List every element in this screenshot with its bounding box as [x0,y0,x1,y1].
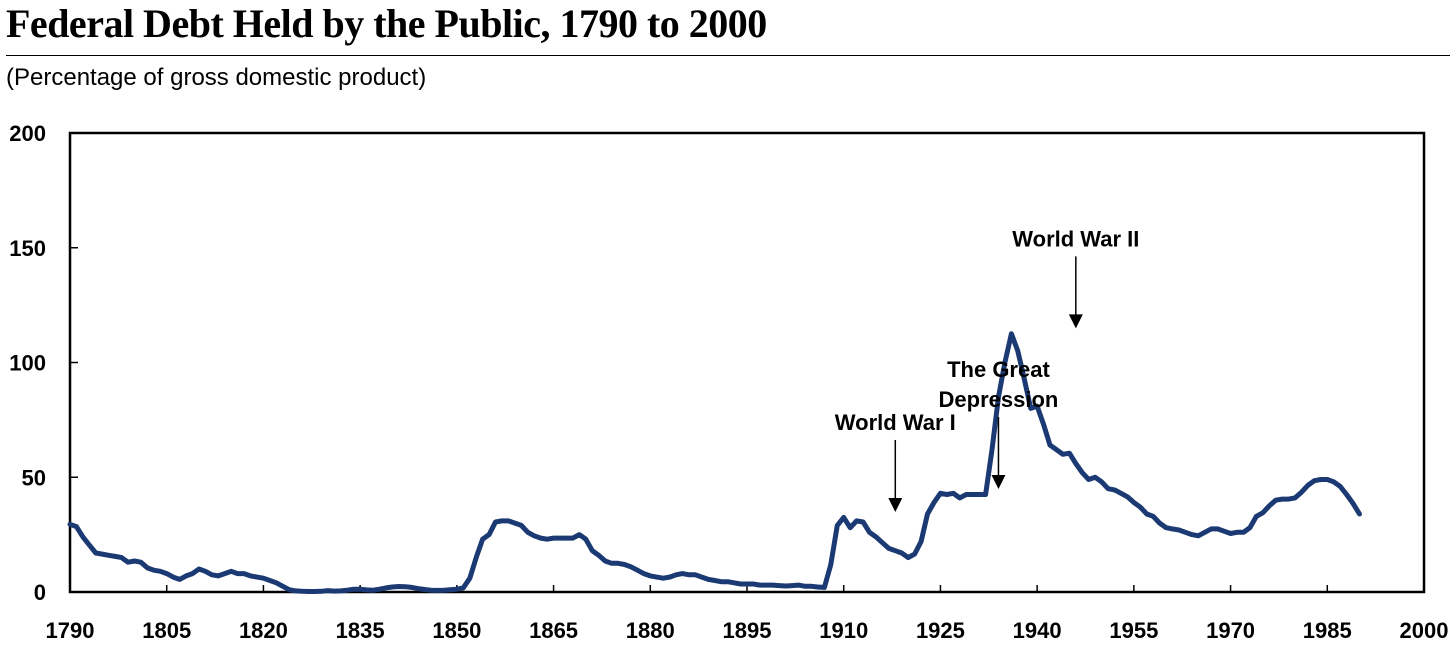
x-tick-label: 1985 [1303,618,1352,643]
annotation-arrowhead [888,497,903,512]
x-tick-label: 1910 [819,618,868,643]
x-tick-label: 1895 [723,618,772,643]
x-tick-label: 1970 [1206,618,1255,643]
y-axis: 0 50 100 150 200 [9,121,78,605]
chart-subtitle: (Percentage of gross domestic product) [6,64,427,91]
y-tick-label: 50 [22,465,46,490]
title-rule [6,55,1450,56]
chart-title: Federal Debt Held by the Public, 1790 to… [6,1,767,46]
debt-series-line [67,331,1362,594]
x-tick-label: 1850 [432,618,481,643]
annotation-label: World War II [1012,226,1139,251]
annotation-layer: World War I The Great Depression World War … [835,226,1139,512]
y-tick-label: 0 [34,580,46,605]
y-tick-label: 100 [9,351,46,376]
x-axis: 1790 1805 1820 1835 1850 1865 1880 1895 1910 1925… [46,585,1449,643]
annotation-arrowhead [1068,314,1083,329]
x-tick-label: 2000 [1400,618,1449,643]
annotation-label: The Great [947,357,1050,382]
x-tick-label: 1820 [239,618,288,643]
x-tick-label: 1925 [916,618,965,643]
y-tick-label: 200 [9,121,46,146]
x-tick-label: 1865 [529,618,578,643]
y-tick-label: 150 [9,236,46,261]
x-tick-label: 1880 [626,618,675,643]
x-tick-label: 1940 [1013,618,1062,643]
plot-frame [68,131,1426,594]
annotation-label: World War I [835,410,956,435]
x-tick-label: 1805 [142,618,191,643]
x-tick-label: 1835 [336,618,385,643]
x-tick-label: 1955 [1109,618,1158,643]
annotation-label: Depression [939,387,1059,412]
series-layer [67,331,1362,594]
annotation-arrowhead [991,475,1006,490]
x-tick-label: 1790 [46,618,95,643]
